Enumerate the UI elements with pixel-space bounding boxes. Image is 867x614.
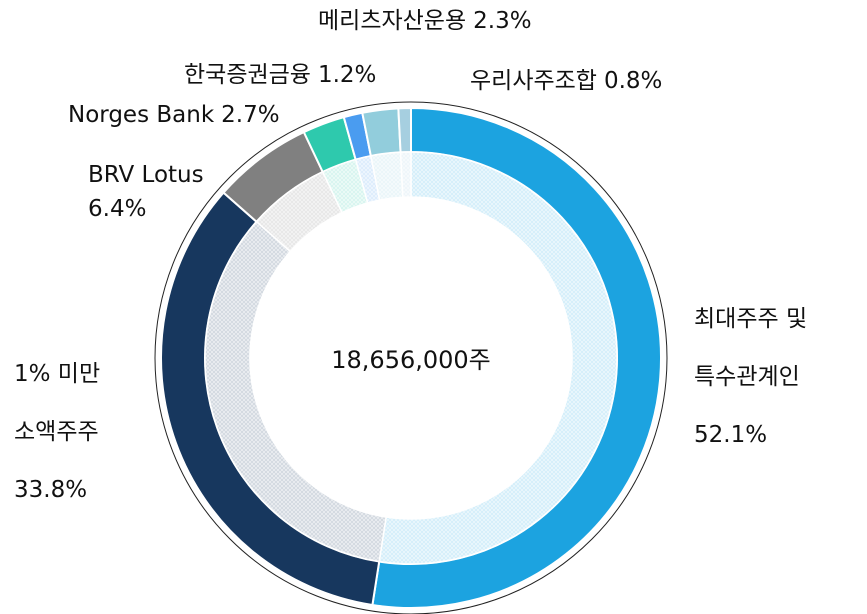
slice-label: Norges Bank 2.7% [68,100,280,130]
value-label: 52.1% [694,422,768,448]
value-label: 2.7% [221,102,280,128]
category-label: 최대주주 및 특수관계인 [694,306,808,390]
category-label: 한국증권금융 [184,62,311,88]
value-label: 6.4% [88,196,147,222]
category-label: Norges Bank [68,102,215,128]
category-label: BRV Lotus [88,162,204,188]
donut-inner-hatch [204,221,387,562]
donut-inner-hatch [355,155,380,203]
donut-inner-hatch [400,152,411,198]
donut-inner-hatch [322,159,368,213]
donut-slice [397,106,412,154]
value-label: 33.8% [14,477,88,503]
donut-inner-hatch [256,171,342,252]
slice-label: BRV Lotus 6.4% [88,158,208,226]
donut-inner-hatch [379,152,617,564]
category-label: 1% 미만 소액주주 [14,361,101,445]
outer-circle [154,101,668,614]
center-label: 18,656,000주 [331,346,491,374]
category-label: 메리츠자산운용 [318,8,467,34]
slice-label: 한국증권금융 1.2% [184,60,376,90]
slice-label: 최대주주 및 특수관계인 52.1% [694,290,854,464]
value-label: 1.2% [317,62,377,88]
slice-label: 1% 미만 소액주주 33.8% [14,345,144,519]
value-label: 2.3% [473,8,532,34]
category-label: 우리사주조합 [470,68,597,94]
slice-label: 우리사주조합 0.8% [470,66,662,96]
donut-inner-hatch [370,152,403,201]
slice-label: 메리츠자산운용 2.3% [318,6,532,36]
value-label: 0.8% [603,68,663,94]
